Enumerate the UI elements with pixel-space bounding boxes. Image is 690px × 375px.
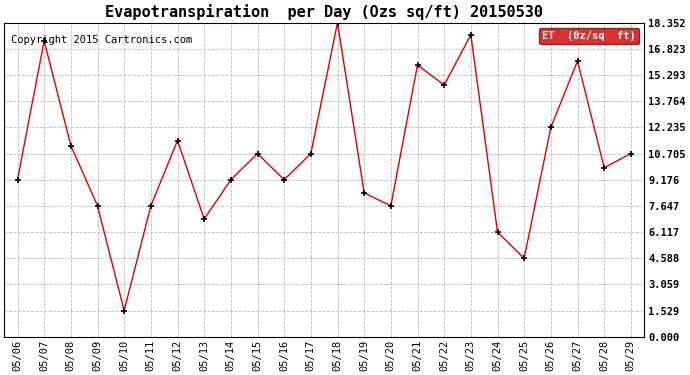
Title: Evapotranspiration  per Day (Ozs sq/ft) 20150530: Evapotranspiration per Day (Ozs sq/ft) 2…	[105, 4, 543, 20]
Legend: ET  (0z/sq  ft): ET (0z/sq ft)	[539, 28, 639, 44]
Text: Copyright 2015 Cartronics.com: Copyright 2015 Cartronics.com	[10, 35, 192, 45]
